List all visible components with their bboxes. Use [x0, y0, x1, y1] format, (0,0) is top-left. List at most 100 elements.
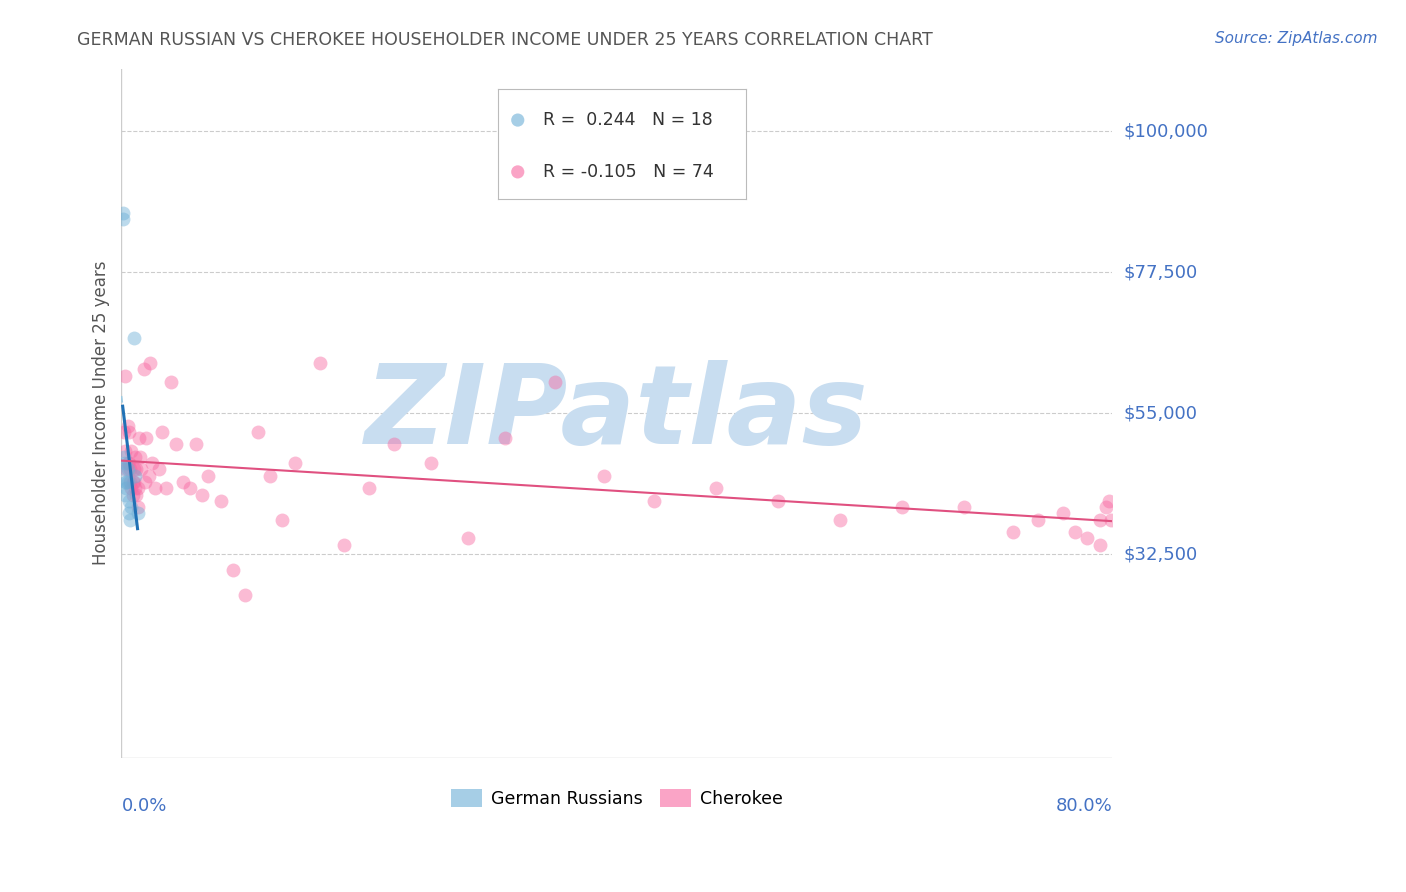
Point — [127, 506, 149, 520]
Point — [115, 481, 138, 495]
Point — [593, 468, 616, 483]
Point — [111, 211, 134, 226]
Point — [127, 500, 149, 514]
Point — [284, 456, 307, 470]
Text: 80.0%: 80.0% — [1056, 797, 1112, 814]
Point — [124, 468, 146, 483]
Point — [132, 362, 155, 376]
Point — [544, 375, 567, 389]
Point — [1095, 500, 1118, 514]
Point — [115, 462, 138, 476]
Point — [118, 456, 141, 470]
Point — [1099, 513, 1122, 527]
Point — [112, 450, 135, 464]
Text: GERMAN RUSSIAN VS CHEROKEE HOUSEHOLDER INCOME UNDER 25 YEARS CORRELATION CHART: GERMAN RUSSIAN VS CHEROKEE HOUSEHOLDER I… — [77, 31, 934, 49]
Point — [1002, 525, 1025, 540]
Point — [120, 443, 142, 458]
Point — [139, 356, 162, 370]
Point — [1088, 538, 1111, 552]
Point — [1064, 525, 1087, 540]
Point — [259, 468, 281, 483]
Point — [120, 481, 142, 495]
Point — [643, 493, 665, 508]
Point — [1097, 493, 1119, 508]
Point — [122, 462, 145, 476]
Point — [112, 462, 135, 476]
Point — [127, 481, 149, 495]
Point — [179, 481, 201, 495]
Point — [124, 481, 146, 495]
Text: 0.0%: 0.0% — [121, 797, 167, 814]
Point — [457, 532, 479, 546]
Point — [117, 456, 139, 470]
Point — [125, 462, 148, 476]
Point — [128, 431, 150, 445]
Point — [141, 456, 163, 470]
Point — [134, 475, 156, 489]
Point — [382, 437, 405, 451]
Point — [333, 538, 356, 552]
Text: ZIPatlas: ZIPatlas — [366, 359, 869, 467]
Point — [117, 462, 139, 476]
Point — [114, 456, 136, 470]
Point — [160, 375, 183, 389]
Point — [1076, 532, 1098, 546]
Point — [191, 487, 214, 501]
Point — [121, 487, 143, 501]
Point — [120, 475, 142, 489]
Point — [155, 481, 177, 495]
Point — [117, 418, 139, 433]
Point — [1088, 513, 1111, 527]
Point — [118, 506, 141, 520]
Point — [246, 425, 269, 439]
Point — [143, 481, 166, 495]
Point — [114, 475, 136, 489]
Point — [308, 356, 330, 370]
Point — [125, 487, 148, 501]
Point — [118, 493, 141, 508]
Point — [122, 331, 145, 345]
Point — [184, 437, 207, 451]
Point — [704, 481, 727, 495]
Text: Source: ZipAtlas.com: Source: ZipAtlas.com — [1215, 31, 1378, 46]
Point — [114, 487, 136, 501]
Point — [118, 425, 141, 439]
Point — [135, 431, 157, 445]
Point — [150, 425, 173, 439]
Point — [828, 513, 851, 527]
Point — [120, 500, 142, 514]
Y-axis label: Householder Income Under 25 years: Householder Income Under 25 years — [93, 260, 110, 566]
Point — [209, 493, 232, 508]
Point — [115, 475, 138, 489]
Text: $100,000: $100,000 — [1123, 122, 1208, 140]
Point — [1052, 506, 1074, 520]
Point — [766, 493, 789, 508]
Point — [420, 456, 443, 470]
Point — [129, 450, 152, 464]
Point — [112, 425, 135, 439]
Point — [172, 475, 194, 489]
Point — [165, 437, 187, 451]
Point — [114, 443, 136, 458]
Point — [233, 588, 256, 602]
Point — [271, 513, 294, 527]
Text: $77,500: $77,500 — [1123, 263, 1198, 281]
Legend: German Russians, Cherokee: German Russians, Cherokee — [444, 781, 790, 814]
Point — [359, 481, 381, 495]
Point — [890, 500, 912, 514]
Text: $32,500: $32,500 — [1123, 545, 1198, 563]
Text: $55,000: $55,000 — [1123, 404, 1198, 422]
Point — [197, 468, 219, 483]
Point — [124, 450, 146, 464]
Point — [120, 462, 142, 476]
Point — [121, 475, 143, 489]
Point — [494, 431, 516, 445]
Point — [122, 475, 145, 489]
Point — [114, 368, 136, 383]
Point — [111, 205, 134, 219]
Point — [952, 500, 974, 514]
Point — [222, 563, 245, 577]
Point — [120, 513, 142, 527]
Point — [129, 462, 152, 476]
Point — [148, 462, 170, 476]
